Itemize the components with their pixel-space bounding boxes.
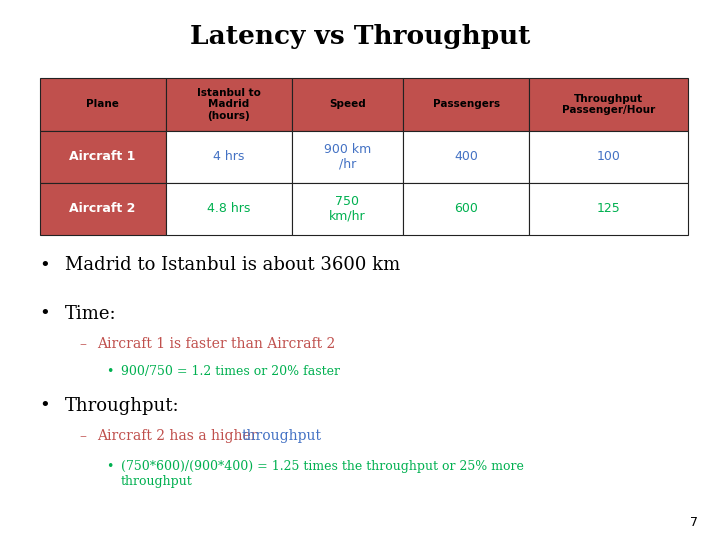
Text: 7: 7 [690, 516, 698, 529]
Bar [403, 78, 529, 131]
Text: Aircraft 2: Aircraft 2 [69, 202, 136, 215]
Text: 600: 600 [454, 202, 478, 215]
Bar [292, 78, 403, 131]
Text: Speed: Speed [329, 99, 366, 110]
Text: Aircraft 1: Aircraft 1 [69, 150, 136, 163]
Text: •: • [40, 397, 50, 415]
Text: 125: 125 [597, 202, 620, 215]
Text: 4 hrs: 4 hrs [213, 150, 244, 163]
Bar [403, 183, 529, 235]
Text: Passengers: Passengers [433, 99, 500, 110]
Bar [403, 131, 529, 183]
Text: Istanbul to
Madrid
(hours): Istanbul to Madrid (hours) [197, 88, 261, 121]
Text: (750*600)/(900*400) = 1.25 times the throughput or 25% more
throughput: (750*600)/(900*400) = 1.25 times the thr… [121, 460, 524, 488]
Bar [40, 131, 166, 183]
Text: Time:: Time: [65, 305, 117, 323]
Text: 900 km
/hr: 900 km /hr [324, 143, 371, 171]
Text: Plane: Plane [86, 99, 119, 110]
Bar [529, 131, 688, 183]
Text: Throughput:: Throughput: [65, 397, 179, 415]
Text: throughput: throughput [241, 429, 321, 443]
Bar [40, 183, 166, 235]
Text: •: • [107, 460, 114, 473]
Bar [529, 183, 688, 235]
Text: 100: 100 [596, 150, 621, 163]
Text: •: • [40, 256, 50, 274]
Text: 750
km/hr: 750 km/hr [329, 195, 366, 223]
Bar [40, 78, 166, 131]
Bar [292, 183, 403, 235]
Bar [292, 131, 403, 183]
Bar [166, 183, 292, 235]
Bar [529, 78, 688, 131]
Text: –: – [79, 338, 86, 352]
Bar [166, 78, 292, 131]
Text: •: • [40, 305, 50, 323]
Bar [166, 131, 292, 183]
Text: 900/750 = 1.2 times or 20% faster: 900/750 = 1.2 times or 20% faster [121, 364, 340, 377]
Text: Throughput
Passenger/Hour: Throughput Passenger/Hour [562, 93, 655, 115]
Text: –: – [79, 429, 86, 443]
Text: Madrid to Istanbul is about 3600 km: Madrid to Istanbul is about 3600 km [65, 256, 400, 274]
Text: Aircraft 1 is faster than Aircraft 2: Aircraft 1 is faster than Aircraft 2 [97, 338, 336, 352]
Text: Latency vs Throughput: Latency vs Throughput [190, 24, 530, 49]
Text: 4.8 hrs: 4.8 hrs [207, 202, 251, 215]
Text: 400: 400 [454, 150, 478, 163]
Text: •: • [107, 364, 114, 377]
Text: Aircraft 2 has a higher: Aircraft 2 has a higher [97, 429, 262, 443]
